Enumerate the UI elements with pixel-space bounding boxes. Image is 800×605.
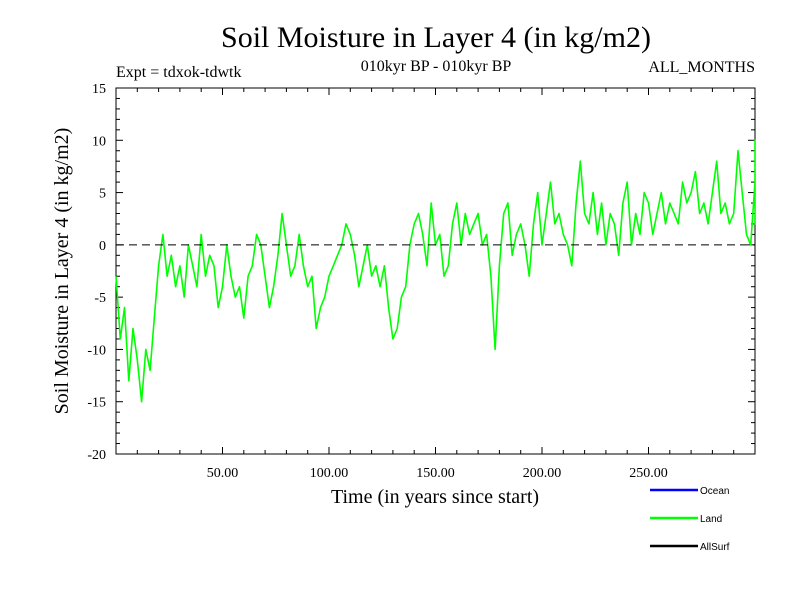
- x-tick-label: 50.00: [207, 466, 239, 481]
- y-tick-label: -20: [87, 448, 106, 463]
- legend: Ocean Land AllSurf: [650, 486, 730, 553]
- x-tick-label: 200.00: [523, 466, 562, 481]
- y-tick-label: 10: [92, 134, 106, 149]
- x-tick-label: 150.00: [416, 466, 455, 481]
- experiment-label: Expt = tdxok-tdwtk: [116, 64, 241, 81]
- y-tick-label: 0: [99, 239, 106, 254]
- series-line-land: [115, 139, 756, 403]
- y-tick-label: 15: [92, 82, 106, 97]
- x-tick-label: 100.00: [310, 466, 349, 481]
- series-layer: [115, 139, 756, 403]
- period-label: 010kyr BP - 010kyr BP: [361, 58, 512, 75]
- legend-label-ocean: Ocean: [700, 486, 729, 497]
- x-tick-label: 250.00: [629, 466, 668, 481]
- legend-label-land: Land: [700, 514, 722, 525]
- chart-title: Soil Moisture in Layer 4 (in kg/m2): [221, 21, 651, 54]
- x-axis-ticks: 50.00 100.00 150.00 200.00 250.00: [136, 88, 735, 481]
- y-axis-label: Soil Moisture in Layer 4 (in kg/m2): [51, 128, 73, 415]
- x-axis-label: Time (in years since start): [331, 486, 539, 508]
- legend-label-allsurf: AllSurf: [700, 542, 730, 553]
- y-tick-label: -15: [87, 396, 106, 411]
- y-tick-label: -5: [94, 291, 106, 306]
- y-tick-label: -10: [87, 343, 106, 358]
- months-label: ALL_MONTHS: [648, 59, 755, 76]
- y-tick-label: 5: [99, 187, 106, 202]
